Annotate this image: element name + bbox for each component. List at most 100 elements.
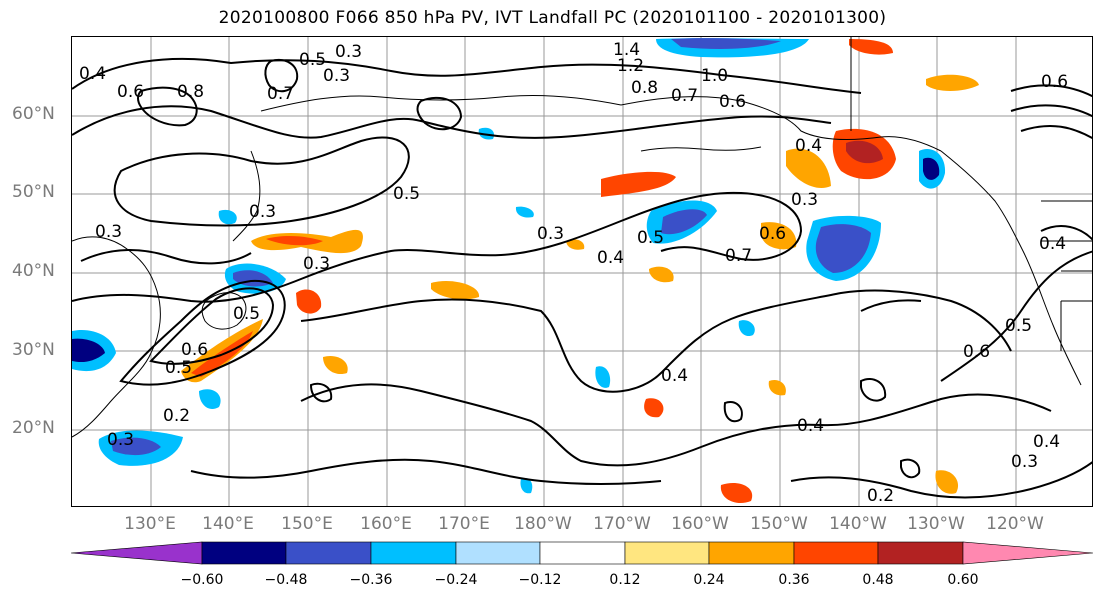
lon-label-170w: 170°W <box>593 514 651 534</box>
contour-label: 0.5 <box>637 228 664 248</box>
contour-line-13 <box>1010 104 1092 118</box>
contour-line-21 <box>723 401 743 423</box>
contour-label: 0.3 <box>1011 452 1038 472</box>
map-panel: 0.3 1.4 1.2 1.0 0.8 0.7 0.6 0.5 0.4 0.3 … <box>71 36 1093 507</box>
negative-anomaly-aleutian-core <box>661 209 707 235</box>
negative-anomaly-china-coast-core <box>72 338 105 363</box>
negative-anomaly-small-1 <box>595 366 611 388</box>
contour-line-17 <box>137 86 198 127</box>
contour-label: 0.2 <box>163 406 190 426</box>
contour-line-10 <box>190 458 662 485</box>
colorbar-tick-label: −0.48 <box>264 572 308 588</box>
contour-label: 0.6 <box>1041 72 1068 92</box>
contour-label: 0.4 <box>79 64 106 84</box>
contour-label: 0.3 <box>303 254 330 274</box>
colorbar-segment <box>539 541 626 565</box>
contour-line-3 <box>113 136 410 227</box>
contour-label: 0.5 <box>393 184 420 204</box>
contour-label: 0.7 <box>267 84 294 104</box>
contour-line-2 <box>72 105 832 139</box>
positive-anomaly-small-10 <box>768 379 786 396</box>
colorbar-segment <box>70 541 203 565</box>
lat-label-50n: 50°N <box>12 182 55 202</box>
contour-line-16 <box>860 299 922 312</box>
negative-anomaly-small-2 <box>199 389 221 410</box>
contour-label: 0.5 <box>165 358 192 378</box>
coastline-kamchatka <box>232 150 261 242</box>
contour-label: 0.4 <box>661 366 688 386</box>
lat-label-40n: 40°N <box>12 261 55 281</box>
colorbar-segment <box>793 541 879 565</box>
positive-anomaly-small-8 <box>323 355 348 375</box>
colorbar-segment <box>370 541 457 565</box>
lat-label-60n: 60°N <box>12 104 55 124</box>
map-svg: 0.3 1.4 1.2 1.0 0.8 0.7 0.6 0.5 0.4 0.3 … <box>72 37 1092 506</box>
contour-label: 0.6 <box>719 92 746 112</box>
colorbar-segment <box>285 541 372 565</box>
contour-label: 0.6 <box>759 224 786 244</box>
lon-label-140e: 140°E <box>202 514 254 534</box>
positive-anomaly-small-2 <box>644 398 664 418</box>
pv-contours <box>72 57 1092 499</box>
positive-anomaly-small-4 <box>935 470 959 494</box>
colorbar-tick-label: 0.24 <box>693 572 725 588</box>
contour-line-18 <box>264 59 299 93</box>
colorbar-tick-label: −0.24 <box>434 572 478 588</box>
positive-anomaly-small-3 <box>720 482 753 504</box>
contour-label: 0.4 <box>1033 432 1060 452</box>
contour-label: 0.5 <box>233 304 260 324</box>
coastline-us-states <box>1060 270 1092 351</box>
negative-anomaly-small-5 <box>515 206 534 218</box>
lon-label-120w: 120°W <box>986 514 1044 534</box>
negative-anomaly-ne-pacific-core <box>815 224 871 273</box>
contour-label: 0.3 <box>537 224 564 244</box>
colorbar-tick-label: 0.48 <box>862 572 894 588</box>
contour-label: 0.6 <box>117 82 144 102</box>
lat-label-20n: 20°N <box>12 418 55 438</box>
positive-anomaly-small-5 <box>926 74 979 91</box>
contour-label: 0.3 <box>107 430 134 450</box>
colorbar-tick-label: 0.36 <box>778 572 810 588</box>
negative-anomaly-bc-coast-core <box>923 157 940 180</box>
colorbar-tick-label: −0.12 <box>518 572 562 588</box>
lon-label-130e: 130°E <box>124 514 176 534</box>
negative-anomaly-small-3 <box>738 320 755 337</box>
contour-label: 0.8 <box>631 78 658 98</box>
negative-anomaly-small-7 <box>218 209 237 225</box>
positive-anomaly-ne-pacific <box>786 148 831 189</box>
lon-label-170e: 170°E <box>438 514 490 534</box>
contour-line-20 <box>900 458 921 479</box>
contour-label: 0.6 <box>181 340 208 360</box>
contour-line-14 <box>1020 124 1092 140</box>
contour-label: 1.4 <box>613 40 640 60</box>
chart-title: 2020100800 F066 850 hPa PV, IVT Landfall… <box>218 8 887 28</box>
contour-line-6 <box>119 279 286 386</box>
coastline-asia <box>72 236 161 438</box>
colorbar-tick-label: 0.12 <box>609 572 641 588</box>
colorbar-segment <box>708 541 795 565</box>
negative-anomaly-bering-north-core <box>671 38 781 49</box>
contour-label: 0.8 <box>177 82 204 102</box>
contour-line-4 <box>80 249 252 265</box>
colorbar-tick-label: −0.60 <box>180 572 224 588</box>
filled-anomalies <box>72 38 979 504</box>
colorbar-segment <box>455 541 541 565</box>
contour-line-24 <box>1040 225 1092 241</box>
contour-label: 0.3 <box>791 190 818 210</box>
lon-label-140w: 140°W <box>829 514 887 534</box>
contour-label: 0.3 <box>249 202 276 222</box>
lon-label-160w: 160°W <box>671 514 729 534</box>
negative-anomaly-philippines-core <box>111 437 161 456</box>
lon-label-150e: 150°E <box>281 514 333 534</box>
contour-label: 0.7 <box>671 86 698 106</box>
positive-anomaly-small-7 <box>649 266 674 283</box>
colorbar-segment <box>962 541 1094 565</box>
contour-label: 0.7 <box>725 246 752 266</box>
lon-label-180w: 180°W <box>514 514 572 534</box>
contour-label: 0.3 <box>323 66 350 86</box>
contour-line-23 <box>860 378 887 402</box>
positive-anomaly-small-9 <box>566 239 585 250</box>
positive-anomaly-bering <box>601 171 676 197</box>
positive-anomaly-central <box>761 222 797 250</box>
positive-anomaly-small-6 <box>849 39 893 55</box>
